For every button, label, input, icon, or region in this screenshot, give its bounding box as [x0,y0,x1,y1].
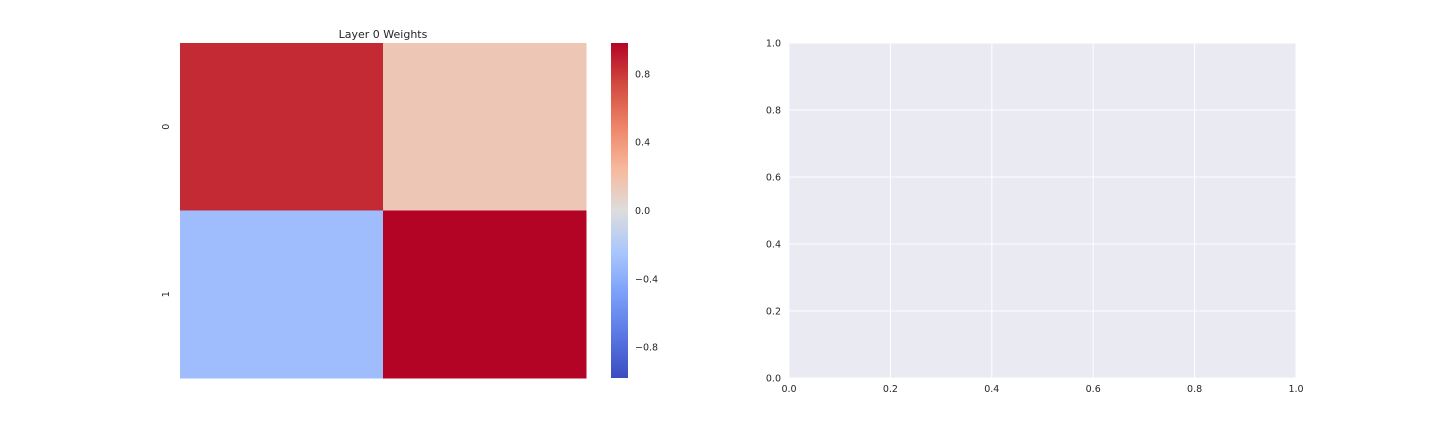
x-tick-label: 1.0 [1288,384,1303,395]
x-tick-label: 0.2 [883,384,898,395]
heatmap-cell [180,43,384,211]
colorbar-gradient [611,43,628,378]
y-tick-label: 0.0 [766,374,781,385]
heatmap-cell [180,210,384,379]
x-tick-label: 0.8 [1187,384,1202,395]
colorbar-tick-label: 0.0 [635,206,650,217]
y-tick-label: 0.8 [766,106,781,117]
colorbar-tick-label: −0.4 [635,274,658,285]
axes-background [789,43,1296,378]
heatmap-row-label: 0 [161,124,172,130]
x-tick-label: 0.6 [1086,384,1101,395]
heatmap-cells [180,43,587,379]
heatmap-cell [383,210,587,379]
heatmap-row-labels: 01 [161,124,172,298]
colorbar-tick-label: −0.8 [635,343,658,354]
y-tick-label: 1.0 [766,39,781,50]
y-tick-labels: 0.0 0.2 0.4 0.6 0.8 1.0 [766,39,781,385]
empty-axes-panel: 0.0 0.2 0.4 0.6 0.8 1.0 0.0 0.2 0.4 0.6 0.8 1.0 [766,39,1304,396]
x-tick-label: 0.4 [984,384,999,395]
colorbar-tick-label: 0.4 [635,138,650,149]
x-tick-label: 0.0 [781,384,796,395]
heatmap-title: Layer 0 Weights [339,28,428,41]
axes-grid [788,42,1297,379]
y-tick-label: 0.6 [766,173,781,184]
colorbar: 0.8 0.4 0.0 −0.4 −0.8 [611,43,658,378]
heatmap-row-label: 1 [161,291,172,297]
colorbar-tick-label: 0.8 [635,69,650,80]
y-tick-label: 0.2 [766,307,781,318]
heatmap-cell [383,43,587,211]
colorbar-ticks: 0.8 0.4 0.0 −0.4 −0.8 [635,69,658,353]
y-tick-label: 0.4 [766,240,781,251]
x-tick-labels: 0.0 0.2 0.4 0.6 0.8 1.0 [781,384,1303,395]
heatmap-panel: Layer 0 Weights 01 [161,28,587,379]
